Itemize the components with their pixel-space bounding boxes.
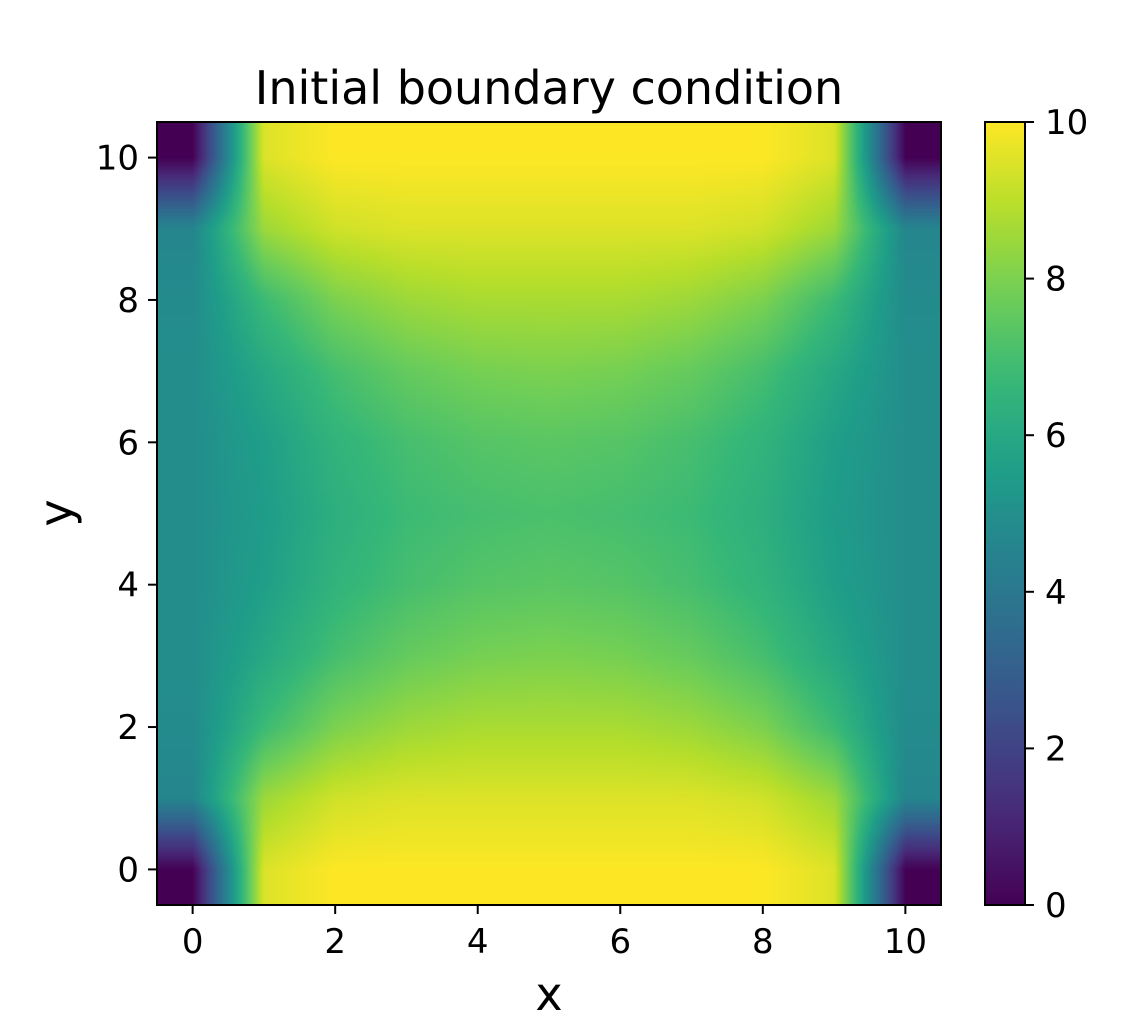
heatmap-raster — [157, 122, 941, 905]
x-tick-label: 8 — [752, 922, 774, 962]
plot-frame — [156, 121, 942, 906]
x-tick-label: 10 — [884, 922, 927, 962]
y-axis-label: y — [29, 499, 83, 526]
y-tick-label: 2 — [117, 708, 139, 748]
colorbar: 0 2 4 6 8 10 — [984, 103, 1088, 926]
x-tick-label: 4 — [467, 922, 489, 962]
colorbar-tick-label: 8 — [1045, 260, 1067, 300]
y-tick-label: 0 — [117, 850, 139, 890]
colorbar-tick-label: 2 — [1045, 729, 1067, 769]
x-tick-label: 2 — [324, 922, 346, 962]
colorbar-tick-label: 0 — [1045, 886, 1067, 926]
colorbar-tick-label: 4 — [1045, 573, 1067, 613]
chart-title: Initial boundary condition — [255, 61, 843, 115]
y-tick-label: 8 — [117, 281, 139, 321]
y-tick-label: 10 — [96, 139, 139, 179]
y-tick-label: 6 — [117, 423, 139, 463]
heatmap-image — [157, 122, 941, 905]
x-axis-label: x — [535, 967, 562, 1018]
x-tick-label: 0 — [182, 922, 204, 962]
axes: 0 2 4 6 8 10 0 2 4 6 8 10 — [96, 121, 942, 962]
colorbar-gradient — [984, 121, 1026, 906]
colorbar-tick-label: 6 — [1045, 416, 1067, 456]
x-tick-label: 6 — [609, 922, 631, 962]
y-tick-label: 4 — [117, 566, 139, 606]
colorbar-tick-label: 10 — [1045, 103, 1088, 143]
